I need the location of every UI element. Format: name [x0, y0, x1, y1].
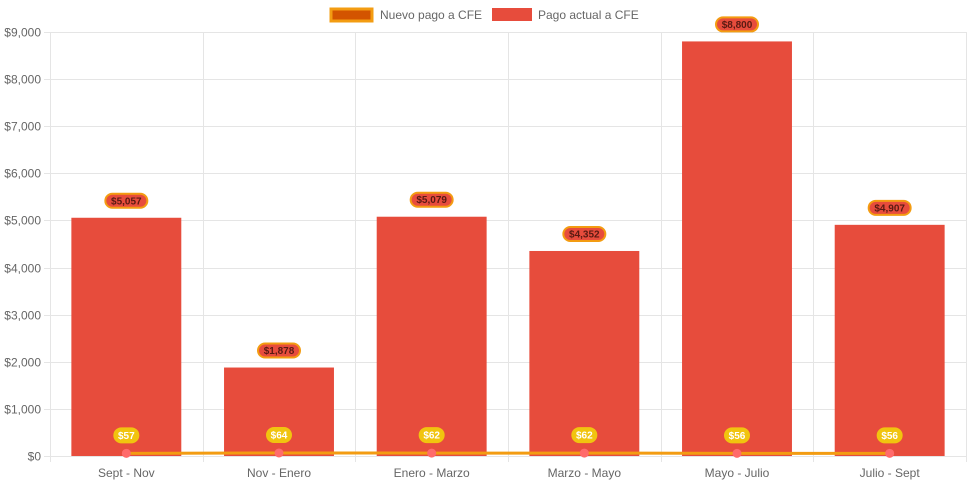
line-value-label-text: $64 [271, 430, 288, 441]
x-tick-label: Enero - Marzo [394, 466, 470, 480]
legend-swatch-nuevo-pago [329, 7, 374, 23]
line-point [885, 448, 895, 458]
y-tick-label: $5,000 [4, 214, 41, 228]
grid-layer [44, 32, 967, 462]
bar-value-label-text: $8,800 [722, 20, 753, 31]
line-value-label-text: $56 [729, 431, 746, 442]
legend-label-pago-actual: Pago actual a CFE [538, 8, 639, 22]
y-tick-label: $1,000 [4, 403, 41, 417]
y-tick-label: $4,000 [4, 262, 41, 276]
line-value-label-bg [876, 427, 903, 444]
x-axis-ticks: Sept - Nov Nov - Enero Enero - Marzo Marzo … [98, 466, 920, 480]
x-tick-label: Sept - Nov [98, 466, 155, 480]
bar [682, 41, 792, 457]
line-point [121, 448, 131, 458]
line-point [274, 448, 284, 458]
bar-value-label-bg [562, 225, 607, 242]
bar-value-label-bg [867, 199, 912, 216]
y-tick-label: $8,000 [4, 73, 41, 87]
line-value-label-text: $57 [118, 431, 135, 442]
line-series [121, 448, 895, 458]
y-tick-label: $3,000 [4, 309, 41, 323]
line-value-label: $62 [418, 427, 445, 444]
line-value-label-text: $62 [576, 431, 593, 442]
bar [529, 250, 640, 456]
bar-value-label: $4,907 [867, 199, 912, 216]
bar-value-label: $5,079 [409, 191, 454, 208]
legend: Nuevo pago a CFE Pago actual a CFE [329, 7, 639, 23]
bar [376, 216, 487, 456]
data-labels: $5,057 $1,878 $5,079 $4,352 $8,800 $4,907 $57 $… [104, 16, 912, 444]
line-value-label-bg [418, 427, 445, 444]
bar-value-label-text: $5,079 [416, 195, 447, 206]
bar-value-label-bg [257, 342, 301, 359]
line-point [427, 448, 437, 458]
legend-item-pago-actual[interactable]: Pago actual a CFE [492, 8, 639, 22]
bar-value-label-text: $5,057 [111, 196, 142, 207]
x-tick-label: Julio - Sept [860, 466, 921, 480]
bar-value-label-text: $4,352 [569, 229, 600, 240]
line-point [579, 448, 589, 458]
bar-value-label: $8,800 [715, 16, 759, 33]
y-tick-label: $6,000 [4, 167, 41, 181]
bar-value-label: $1,878 [257, 342, 301, 359]
bar-value-label-bg [715, 16, 759, 33]
bar-value-label: $5,057 [104, 192, 149, 209]
line-value-label: $57 [113, 427, 140, 444]
y-tick-label: $7,000 [4, 120, 41, 134]
y-tick-label: $2,000 [4, 356, 41, 370]
line-value-label: $56 [724, 427, 750, 444]
line-value-label-bg [571, 427, 598, 444]
line-value-label: $56 [876, 427, 903, 444]
x-tick-label: Mayo - Julio [705, 466, 770, 480]
bar-value-label-bg [104, 192, 149, 209]
line-value-label: $64 [266, 426, 292, 443]
y-tick-label: $9,000 [4, 26, 41, 40]
line-point [732, 448, 742, 458]
line-value-label-bg [113, 427, 140, 444]
bar-value-label-bg [409, 191, 454, 208]
legend-label-nuevo-pago: Nuevo pago a CFE [380, 8, 482, 22]
x-tick-label: Nov - Enero [247, 466, 311, 480]
line-value-label: $62 [571, 427, 598, 444]
line-value-label-text: $62 [423, 431, 440, 442]
line-value-label-text: $56 [881, 431, 898, 442]
bar-value-label-text: $4,907 [874, 203, 905, 214]
y-axis-ticks: $0 $1,000 $2,000 $3,000 $4,000 $5,000 $6,000 $7… [4, 26, 41, 464]
line-value-label-bg [266, 426, 292, 443]
bar-series [71, 41, 945, 457]
bar-value-label-text: $1,878 [264, 346, 295, 357]
line-value-label-bg [724, 427, 750, 444]
x-tick-label: Marzo - Mayo [548, 466, 622, 480]
legend-item-nuevo-pago[interactable]: Nuevo pago a CFE [329, 7, 482, 23]
y-tick-label: $0 [28, 450, 42, 464]
legend-swatch-pago-actual [492, 8, 532, 21]
bar [834, 224, 945, 456]
bar-value-label: $4,352 [562, 225, 607, 242]
bar [71, 217, 182, 456]
